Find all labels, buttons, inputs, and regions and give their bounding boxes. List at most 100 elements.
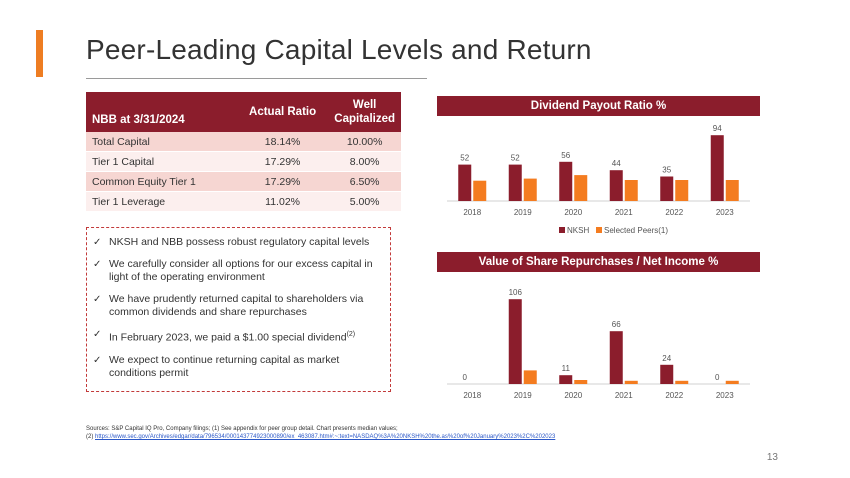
bar-peers — [473, 180, 487, 201]
bar-nksh — [508, 299, 522, 384]
page-number: 13 — [766, 452, 778, 463]
bar-nksh — [660, 364, 674, 384]
bar-peers — [574, 175, 588, 201]
table-header-well-capitalized: Well Capitalized — [328, 92, 401, 132]
x-tick-label: 2019 — [514, 391, 532, 400]
bullet-text: We carefully consider all options for ou… — [109, 258, 373, 283]
legend-swatch — [596, 227, 602, 233]
bar-nksh — [609, 170, 623, 201]
bar-nksh — [559, 161, 573, 201]
table-header-actual: Actual Ratio — [236, 92, 329, 132]
bullet-item: ✓ In February 2023, we paid a $1.00 spec… — [91, 328, 390, 345]
sources-footnote: Sources: S&P Capital IQ Pro, Company fil… — [86, 425, 776, 441]
legend-swatch — [559, 227, 565, 233]
bar-peers — [675, 380, 689, 384]
highlights-box: ✓ NKSH and NBB possess robust regulatory… — [86, 227, 391, 392]
x-tick-label: 2020 — [564, 391, 582, 400]
bullet-item: ✓ NKSH and NBB possess robust regulatory… — [91, 236, 390, 249]
x-tick-label: 2019 — [514, 208, 532, 217]
check-icon: ✓ — [93, 329, 102, 340]
bullet-text: We have prudently returned capital to sh… — [109, 293, 364, 318]
x-tick-label: 2022 — [665, 208, 683, 217]
data-label: 94 — [713, 124, 722, 133]
x-tick-label: 2018 — [463, 208, 481, 217]
table-cell-metric: Tier 1 Capital — [86, 151, 237, 172]
legend-label: Selected Peers(1) — [604, 226, 668, 235]
x-tick-label: 2020 — [564, 208, 582, 217]
table-row: Tier 1 Leverage 11.02% 5.00% — [86, 191, 401, 212]
x-tick-label: 2021 — [615, 391, 633, 400]
bullet-item: ✓ We expect to continue returning capita… — [91, 354, 390, 380]
table-cell-well-capitalized: 5.00% — [328, 191, 401, 212]
capital-ratios-table: NBB at 3/31/2024 Actual Ratio Well Capit… — [86, 92, 401, 212]
sources-link-prefix: (2) — [86, 434, 95, 440]
check-icon: ✓ — [93, 354, 102, 366]
table-cell-metric: Tier 1 Leverage — [86, 191, 237, 212]
table-cell-actual: 18.14% — [236, 132, 329, 152]
data-label: 52 — [460, 154, 469, 163]
dividend-payout-chart: 52 2018 52 2019 56 2020 44 2021 35 2022 94 2023 NKSH… — [447, 124, 750, 235]
data-label: 24 — [662, 354, 671, 363]
data-label: 0 — [463, 373, 468, 382]
table-cell-well-capitalized: 6.50% — [328, 171, 401, 192]
bar-nksh — [559, 375, 573, 384]
bar-nksh — [710, 135, 724, 201]
table-cell-actual: 11.02% — [236, 191, 329, 212]
bullet-text: NKSH and NBB possess robust regulatory c… — [109, 236, 370, 248]
repurchase-chart: 0 2018 106 2019 11 2020 66 2021 24 2022 0 2023 — [447, 288, 750, 400]
bullet-text: In February 2023, we paid a $1.00 specia… — [109, 331, 347, 344]
data-label: 35 — [662, 166, 671, 175]
bullet-text: We expect to continue returning capital … — [109, 353, 340, 379]
table-header-entity: NBB at 3/31/2024 — [86, 92, 237, 132]
bar-peers — [624, 380, 638, 384]
data-label: 66 — [612, 320, 621, 329]
table-cell-well-capitalized: 10.00% — [328, 132, 401, 152]
page-title: Peer-Leading Capital Levels and Return — [86, 34, 592, 65]
table-row: Tier 1 Capital 17.29% 8.00% — [86, 151, 401, 172]
bar-peers — [725, 180, 739, 201]
table-cell-actual: 17.29% — [236, 171, 329, 192]
x-tick-label: 2022 — [665, 391, 683, 400]
table-header-row: NBB at 3/31/2024 Actual Ratio Well Capit… — [86, 92, 401, 132]
check-icon: ✓ — [93, 294, 102, 305]
table-row: Total Capital 18.14% 10.00% — [86, 132, 401, 152]
table-cell-metric: Total Capital — [86, 132, 237, 152]
table-row: Common Equity Tier 1 17.29% 6.50% — [86, 171, 401, 192]
table-cell-metric: Common Equity Tier 1 — [86, 171, 237, 192]
bar-peers — [624, 180, 638, 201]
table-cell-well-capitalized: 8.00% — [328, 151, 401, 172]
bar-nksh — [660, 176, 674, 201]
repurchase-chart-title: Value of Share Repurchases / Net Income … — [437, 252, 760, 272]
bar-peers — [523, 178, 537, 201]
data-label: 52 — [511, 154, 520, 163]
x-tick-label: 2023 — [716, 391, 734, 400]
title-divider — [86, 78, 427, 79]
bar-peers — [523, 370, 537, 384]
bullet-item: ✓ We have prudently returned capital to … — [91, 293, 390, 319]
bar-peers — [725, 380, 739, 384]
footnote-marker: (2) — [346, 331, 356, 338]
bullet-item: ✓ We carefully consider all options for … — [91, 258, 390, 284]
bar-peers — [574, 380, 588, 384]
title-accent-bar — [36, 30, 43, 77]
bar-nksh — [458, 164, 472, 201]
sec-filing-link[interactable]: https://www.sec.gov/Archives/edgar/data/… — [95, 434, 556, 440]
dividend-chart-title: Dividend Payout Ratio % — [437, 96, 760, 116]
bar-nksh — [508, 164, 522, 201]
data-label: 44 — [612, 159, 621, 168]
bar-nksh — [609, 331, 623, 384]
data-label: 0 — [715, 373, 720, 382]
data-label: 11 — [562, 364, 571, 373]
data-label: 106 — [509, 288, 523, 297]
data-label: 56 — [561, 151, 570, 160]
x-tick-label: 2021 — [615, 208, 633, 217]
legend-label: NKSH — [567, 226, 589, 235]
check-icon: ✓ — [93, 237, 102, 248]
table-cell-actual: 17.29% — [236, 151, 329, 172]
check-icon: ✓ — [93, 259, 102, 270]
x-tick-label: 2018 — [463, 391, 481, 400]
sources-line: Sources: S&P Capital IQ Pro, Company fil… — [86, 426, 398, 432]
sources-link-line: (2) https://www.sec.gov/Archives/edgar/d… — [86, 433, 776, 441]
bar-peers — [675, 180, 689, 201]
x-tick-label: 2023 — [716, 208, 734, 217]
